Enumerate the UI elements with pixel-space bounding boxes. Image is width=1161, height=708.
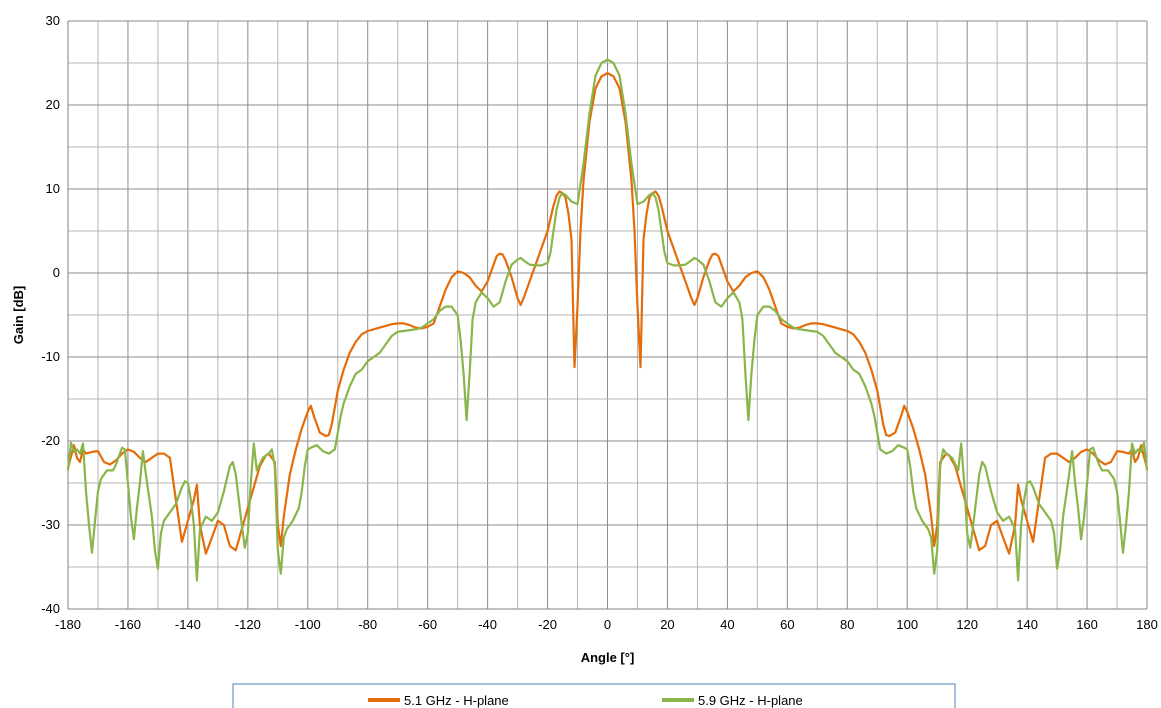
x-tick-label: 60 xyxy=(780,617,794,632)
x-tick-label: -140 xyxy=(175,617,201,632)
x-tick-label: 40 xyxy=(720,617,734,632)
legend: 5.1 GHz - H-plane 5.9 GHz - H-plane xyxy=(232,683,956,708)
x-tick-label: 0 xyxy=(604,617,611,632)
x-tick-label: 120 xyxy=(956,617,978,632)
x-tick-label: -160 xyxy=(115,617,141,632)
y-tick-label: 30 xyxy=(46,13,60,28)
y-tick-label: -30 xyxy=(41,517,60,532)
x-tick-label: -60 xyxy=(418,617,437,632)
x-tick-label: -20 xyxy=(538,617,557,632)
y-tick-label: -20 xyxy=(41,433,60,448)
legend-label-series-2: 5.9 GHz - H-plane xyxy=(698,693,803,708)
y-tick-label: -40 xyxy=(41,601,60,616)
x-tick-label: 160 xyxy=(1076,617,1098,632)
series-line-2 xyxy=(66,58,1149,582)
y-tick-label: -10 xyxy=(41,349,60,364)
x-tick-label: 20 xyxy=(660,617,674,632)
x-tick-label: -180 xyxy=(55,617,81,632)
y-tick-label: 10 xyxy=(46,181,60,196)
series-layer xyxy=(66,58,1149,582)
y-tick-label: 0 xyxy=(53,265,60,280)
y-axis-label: Gain [dB] xyxy=(11,286,26,345)
x-tick-label: 180 xyxy=(1136,617,1158,632)
grid xyxy=(67,20,1148,610)
legend-box xyxy=(232,683,956,708)
y-tick-labels: -40 -30 -20 -10 0 10 20 30 xyxy=(41,13,60,616)
x-tick-label: 80 xyxy=(840,617,854,632)
x-tick-label: -120 xyxy=(235,617,261,632)
x-tick-label: -40 xyxy=(478,617,497,632)
x-tick-label: 100 xyxy=(896,617,918,632)
legend-label-series-1: 5.1 GHz - H-plane xyxy=(404,693,509,708)
y-tick-label: 20 xyxy=(46,97,60,112)
series-line-1 xyxy=(66,72,1149,555)
x-tick-label: -80 xyxy=(358,617,377,632)
x-tick-label: 140 xyxy=(1016,617,1038,632)
x-tick-label: -100 xyxy=(295,617,321,632)
x-axis-label: Angle [°] xyxy=(581,650,635,665)
x-tick-labels: -180 -160 -140 -120 -100 -80 -60 -40 -20 0 20 40 60 8… xyxy=(55,617,1158,632)
